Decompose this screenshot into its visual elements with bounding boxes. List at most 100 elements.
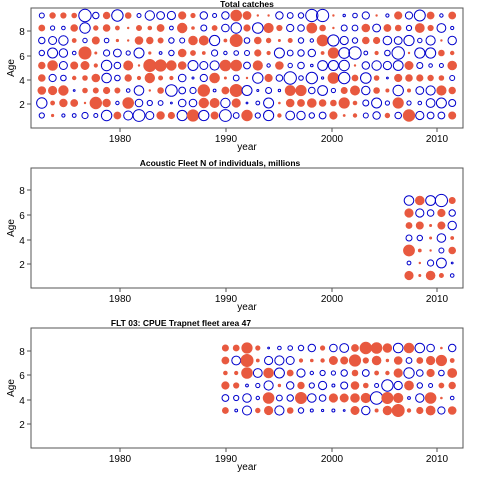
negative-residual-bubble — [305, 8, 319, 23]
positive-residual-bubble — [351, 369, 359, 377]
negative-residual-bubble — [435, 97, 447, 109]
negative-residual-bubble — [413, 9, 426, 22]
positive-residual-bubble — [201, 51, 206, 55]
positive-residual-bubble — [373, 75, 380, 81]
negative-residual-bubble — [405, 234, 413, 242]
negative-residual-bubble — [403, 195, 415, 206]
positive-residual-bubble — [416, 74, 424, 82]
negative-residual-bubble — [309, 38, 314, 43]
negative-residual-bubble — [381, 379, 394, 392]
positive-residual-bubble — [241, 342, 253, 354]
positive-residual-bubble — [262, 392, 275, 404]
negative-residual-bubble — [309, 408, 314, 413]
negative-residual-bubble — [340, 369, 348, 377]
panel-title: Acoustic Fleet N of individuals, million… — [140, 158, 301, 168]
positive-residual-bubble — [385, 88, 390, 93]
y-axis: 2 4 6 8 Age — [6, 186, 31, 271]
negative-residual-bubble — [188, 98, 198, 108]
negative-residual-bubble — [426, 343, 435, 353]
positive-residual-bubble — [124, 74, 132, 82]
positive-residual-bubble — [404, 208, 414, 218]
positive-residual-bubble — [223, 370, 228, 376]
negative-residual-bubble — [255, 100, 261, 106]
negative-residual-bubble — [406, 100, 412, 106]
positive-residual-bubble — [383, 24, 392, 32]
positive-residual-bubble — [448, 246, 457, 255]
negative-residual-bubble — [417, 100, 423, 106]
positive-residual-bubble — [221, 344, 229, 352]
negative-residual-bubble — [308, 382, 315, 389]
positive-residual-bubble — [253, 36, 262, 45]
positive-residual-bubble — [154, 59, 167, 72]
negative-residual-bubble — [374, 383, 380, 388]
positive-residual-bubble — [102, 24, 111, 32]
negative-residual-bubble — [264, 355, 274, 366]
negative-residual-bubble — [221, 394, 230, 402]
negative-residual-bubble — [212, 88, 217, 93]
y-tick-label: 8 — [19, 347, 25, 358]
positive-residual-bubble — [448, 11, 457, 20]
positive-residual-bubble — [394, 11, 403, 20]
y-axis-label: Age — [6, 379, 17, 397]
negative-residual-bubble — [189, 86, 197, 95]
positive-residual-bubble — [275, 61, 284, 70]
positive-residual-bubble — [342, 114, 346, 117]
positive-residual-bubble — [370, 342, 383, 354]
positive-residual-bubble — [394, 24, 402, 32]
negative-residual-bubble — [82, 37, 88, 44]
negative-residual-bubble — [165, 84, 178, 97]
positive-residual-bubble — [403, 244, 415, 257]
positive-residual-bubble — [240, 353, 254, 367]
negative-residual-bubble — [428, 63, 433, 68]
negative-residual-bubble — [437, 406, 446, 415]
negative-residual-bubble — [330, 370, 336, 376]
positive-residual-bubble — [223, 38, 228, 43]
positive-residual-bubble — [437, 208, 446, 218]
negative-residual-bubble — [286, 394, 294, 402]
positive-residual-bubble — [374, 370, 379, 376]
negative-residual-bubble — [308, 112, 315, 119]
positive-residual-bubble — [373, 36, 381, 45]
positive-residual-bubble — [241, 367, 253, 379]
positive-residual-bubble — [50, 113, 55, 118]
positive-residual-bubble — [209, 98, 220, 109]
positive-residual-bubble — [177, 22, 188, 34]
positive-residual-bubble — [320, 345, 326, 351]
positive-residual-bubble — [352, 100, 358, 106]
positive-residual-bubble — [252, 60, 263, 71]
negative-residual-bubble — [438, 63, 444, 68]
negative-residual-bubble — [416, 62, 424, 69]
negative-residual-bubble — [351, 24, 359, 32]
positive-residual-bubble — [245, 76, 249, 80]
positive-residual-bubble — [91, 73, 101, 83]
positive-residual-bubble — [352, 113, 358, 118]
negative-residual-bubble — [212, 13, 218, 18]
positive-residual-bubble — [424, 392, 437, 404]
negative-residual-bubble — [50, 25, 56, 31]
negative-residual-bubble — [273, 47, 285, 59]
negative-residual-bubble — [286, 381, 295, 390]
positive-residual-bubble — [93, 63, 98, 68]
positive-residual-bubble — [361, 36, 370, 45]
negative-residual-bubble — [339, 343, 350, 353]
negative-residual-bubble — [384, 100, 390, 106]
positive-residual-bubble — [360, 392, 371, 404]
x-tick-label: 2010 — [426, 294, 449, 305]
positive-residual-bubble — [136, 24, 143, 31]
negative-residual-bubble — [327, 60, 339, 71]
y-axis-label: Age — [6, 59, 17, 77]
y-tick-label: 2 — [19, 260, 25, 271]
negative-residual-bubble — [352, 12, 358, 19]
positive-residual-bubble — [157, 37, 164, 44]
negative-residual-bubble — [277, 88, 282, 93]
negative-residual-bubble — [449, 273, 455, 278]
positive-residual-bubble — [374, 50, 379, 56]
negative-residual-bubble — [425, 35, 436, 46]
negative-residual-bubble — [437, 111, 446, 120]
positive-residual-bubble — [186, 109, 200, 122]
positive-residual-bubble — [115, 38, 119, 43]
negative-residual-bubble — [275, 11, 284, 20]
positive-residual-bubble — [91, 36, 100, 45]
negative-residual-bubble — [414, 342, 426, 354]
positive-residual-bubble — [405, 74, 413, 82]
